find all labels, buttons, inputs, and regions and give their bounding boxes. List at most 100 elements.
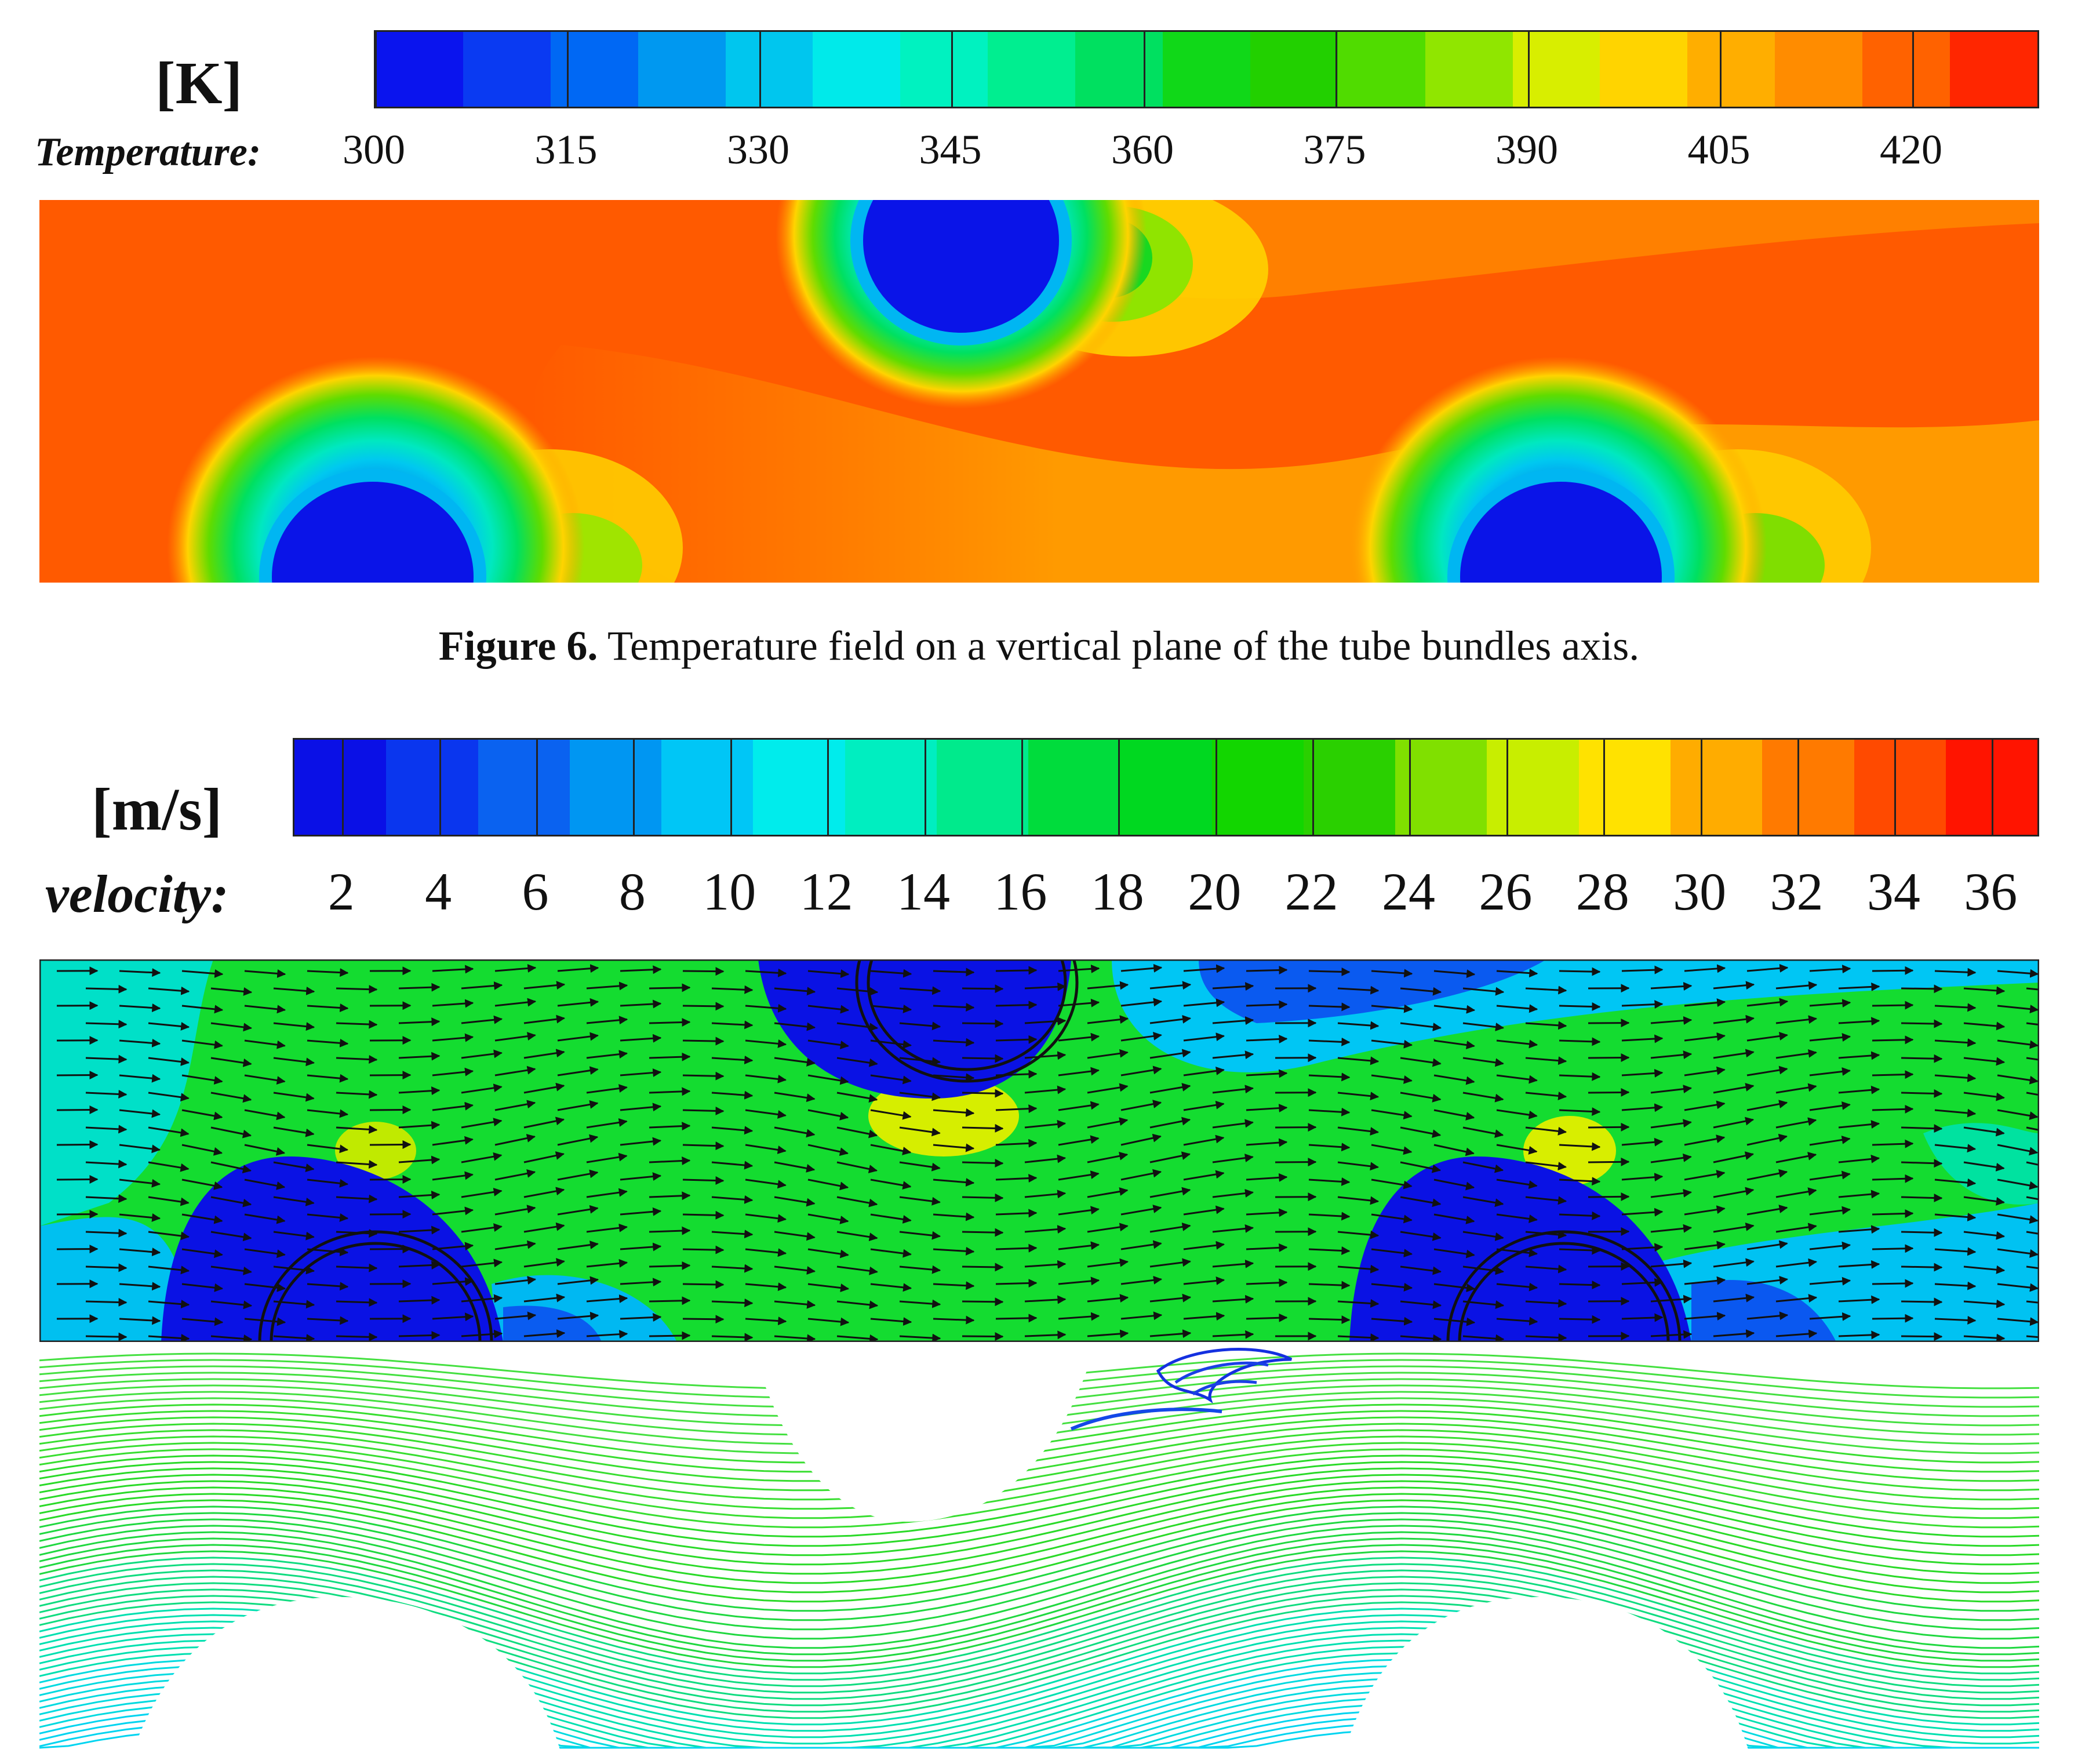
velocity-vector [1901, 1194, 1943, 1203]
velocity-vector [1400, 1265, 1442, 1275]
velocity-vector [523, 1151, 565, 1163]
tick-label: 28 [1575, 862, 1629, 921]
velocity-vector [807, 1005, 850, 1014]
velocity-vector [85, 1194, 128, 1203]
velocity-vector [1838, 1154, 1880, 1163]
velocity-vector [1650, 1330, 1693, 1339]
velocity-vector [899, 986, 941, 995]
velocity-vector [1149, 1116, 1191, 1129]
colorbar-divider [1894, 740, 1897, 835]
velocity-vector [1024, 1154, 1067, 1163]
tick-label: 34 [1866, 862, 1920, 921]
velocity-vector [1997, 1179, 2039, 1190]
velocity-vector [1087, 1294, 1129, 1303]
velocity-vector [181, 1074, 223, 1085]
velocity-vector [1337, 1161, 1379, 1171]
velocity-vector [1058, 1067, 1100, 1076]
velocity-vector [1246, 1104, 1288, 1113]
velocity-vector [1525, 1299, 1567, 1308]
velocity-vector [1684, 1312, 1726, 1321]
velocity-vector [836, 1126, 878, 1139]
colorbar-segment [478, 740, 570, 835]
tick-label: 10 [703, 862, 756, 921]
tick-label: 14 [897, 862, 951, 921]
colorbar-segment [1028, 740, 1120, 835]
velocity-vector [870, 969, 912, 978]
velocity-vector [1621, 1207, 1664, 1217]
velocity-vector [1149, 1083, 1191, 1094]
velocity-vector [774, 1196, 816, 1207]
velocity-vector [586, 981, 628, 991]
velocity-vector [1901, 1054, 1943, 1063]
velocity-vector [244, 1213, 286, 1224]
colorbar-divider [1143, 32, 1145, 107]
velocity-vector [1997, 969, 2039, 978]
velocity-vector [1400, 1196, 1442, 1207]
velocity-vector [620, 1137, 662, 1146]
velocity-vector [1746, 1240, 1788, 1250]
colorbar-divider [1797, 740, 1800, 835]
velocity-vector [1212, 1189, 1254, 1198]
velocity-vector [586, 1016, 628, 1025]
colorbar-segment [638, 32, 726, 107]
velocity-vector [557, 1169, 599, 1181]
velocity-vector [432, 999, 474, 1008]
velocity-vector [1684, 1170, 1726, 1181]
velocity-vector [649, 1052, 691, 1061]
tick-label: 18 [1090, 862, 1144, 921]
velocity-vector [1149, 1223, 1191, 1233]
velocity-vector [1120, 1133, 1162, 1146]
colorbar-segment [1487, 740, 1579, 835]
velocity-vector [1212, 1119, 1254, 1129]
tube-bottom-left [259, 469, 486, 583]
velocity-vector [836, 1265, 878, 1275]
velocity-vector [1809, 999, 1851, 1008]
velocity-vector [1212, 1224, 1254, 1233]
velocity-vector [1559, 1107, 1601, 1116]
velocity-vector [1371, 1144, 1413, 1155]
velocity-vector [1963, 1265, 2006, 1274]
tick-label: 4 [425, 862, 452, 921]
tube-gap [132, 1597, 561, 1754]
velocity-vector [1934, 1108, 1977, 1118]
velocity-vector [2026, 1300, 2039, 1304]
velocity-vector [1308, 1315, 1351, 1325]
velocity-vector [148, 1265, 190, 1275]
velocity-vector [1496, 1074, 1538, 1084]
velocity-vector [1087, 1083, 1129, 1094]
velocity-vector [1337, 985, 1380, 995]
velocity-vector [1684, 964, 1726, 973]
velocity-vector [1246, 965, 1288, 974]
velocity-vector [1650, 1119, 1692, 1129]
velocity-vector [1149, 1258, 1191, 1268]
velocity-vector [210, 1161, 252, 1174]
velocity-vector [1337, 1056, 1380, 1065]
velocity-vector [836, 1092, 878, 1103]
streamline [39, 1467, 2039, 1556]
velocity-vector [244, 1109, 286, 1121]
velocity-vector [2026, 1161, 2039, 1166]
figure-6-caption: Figure 6. Temperature field on a vertica… [0, 625, 2078, 667]
velocity-vector [1525, 1230, 1567, 1239]
velocity-vector [1650, 1188, 1692, 1198]
velocity-vector [962, 1123, 1004, 1133]
velocity-vector [1775, 1049, 1817, 1059]
velocity-vector [494, 1240, 536, 1250]
velocity-vector [1024, 1330, 1067, 1340]
velocity-vector [1371, 1039, 1413, 1049]
colorbar-divider [827, 740, 829, 835]
colorbar-segment [569, 740, 662, 835]
velocity-vector [1462, 1057, 1504, 1067]
velocity-vector [1650, 1016, 1693, 1025]
velocity-vector [119, 1074, 161, 1083]
velocity-vector [461, 1015, 503, 1024]
velocity-vector [1525, 1161, 1567, 1171]
velocity-vector [1650, 1294, 1693, 1304]
velocity-vector [244, 1005, 286, 1014]
velocity-vector [1872, 1070, 1914, 1079]
velocity-vector [1775, 1329, 1818, 1339]
velocity-vector [1462, 1022, 1505, 1031]
velocity-vector [1183, 1276, 1225, 1285]
colorbar-divider [1720, 32, 1722, 107]
velocity-vector [432, 1171, 474, 1181]
